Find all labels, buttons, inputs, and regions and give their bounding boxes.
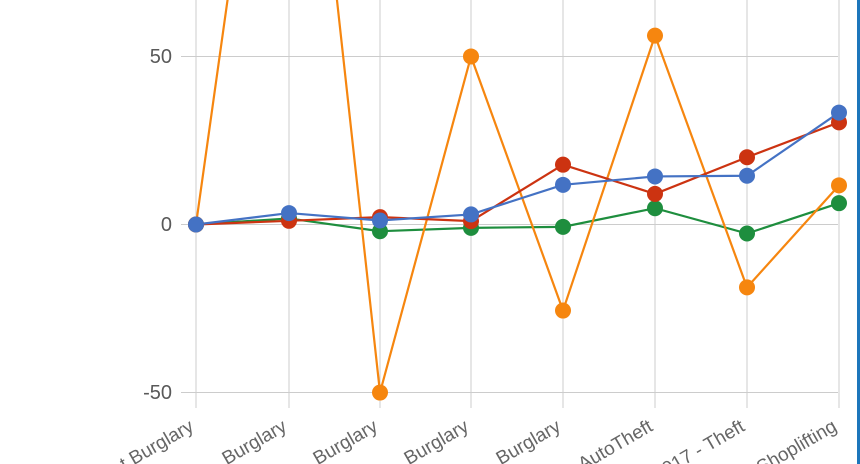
svg-text:50: 50	[150, 46, 172, 68]
svg-text:0: 0	[161, 214, 172, 236]
svg-text:-50: -50	[143, 382, 172, 404]
